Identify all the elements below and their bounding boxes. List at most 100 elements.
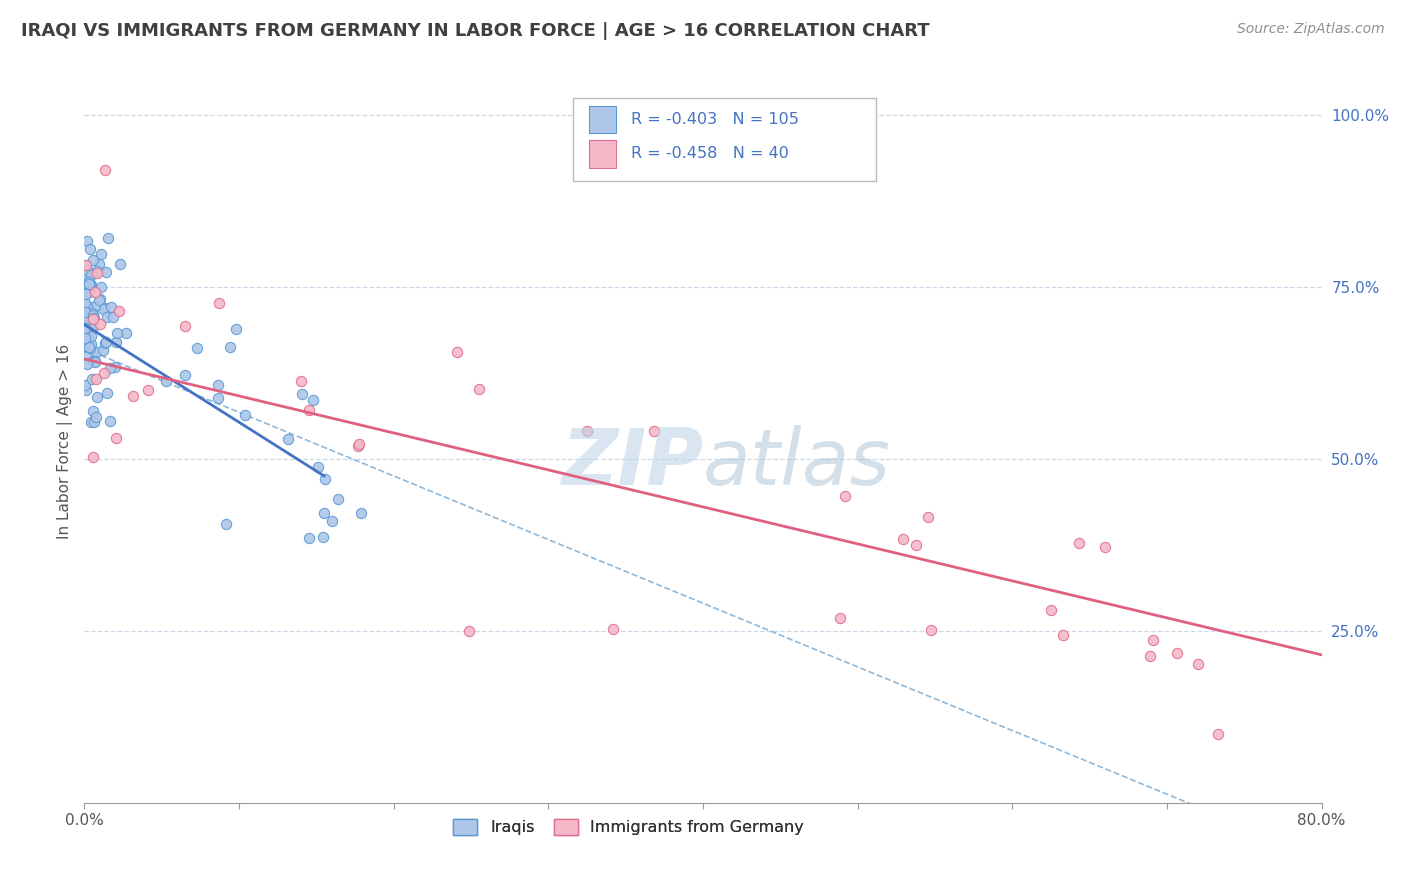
Point	[277, 432, 299, 446]
Point	[89, 317, 111, 331]
Point	[79, 275, 101, 289]
Point	[76, 262, 98, 277]
Point	[77, 331, 100, 345]
Point	[80, 415, 103, 429]
Point	[86, 390, 108, 404]
Point	[73, 314, 96, 328]
Y-axis label: In Labor Force | Age > 16: In Labor Force | Age > 16	[58, 344, 73, 539]
Point	[82, 450, 104, 464]
Point	[82, 372, 104, 386]
Point	[301, 392, 323, 407]
Point	[94, 335, 117, 350]
Point	[76, 347, 98, 361]
Text: Source: ZipAtlas.com: Source: ZipAtlas.com	[1237, 22, 1385, 37]
Point	[208, 296, 231, 310]
Point	[326, 491, 349, 506]
Point	[82, 311, 104, 326]
Point	[834, 489, 856, 503]
Point	[82, 308, 104, 322]
Point	[73, 320, 96, 334]
Point	[73, 304, 96, 318]
Point	[76, 285, 98, 300]
Point	[576, 424, 599, 438]
Point	[76, 357, 98, 371]
Point	[80, 306, 103, 320]
Point	[96, 310, 118, 324]
Point	[98, 414, 121, 428]
Point	[1142, 632, 1164, 647]
Point	[84, 344, 107, 359]
Point	[828, 610, 851, 624]
Point	[76, 281, 98, 295]
Text: IRAQI VS IMMIGRANTS FROM GERMANY IN LABOR FORCE | AGE > 16 CORRELATION CHART: IRAQI VS IMMIGRANTS FROM GERMANY IN LABO…	[21, 22, 929, 40]
Point	[73, 296, 96, 310]
Point	[225, 322, 247, 336]
Point	[98, 360, 121, 375]
Point	[104, 334, 127, 349]
Point	[76, 299, 98, 313]
Point	[89, 257, 111, 271]
Text: atlas: atlas	[703, 425, 891, 501]
Point	[79, 242, 101, 256]
Point	[93, 302, 115, 317]
Point	[73, 264, 96, 278]
Point	[84, 372, 107, 386]
Point	[75, 259, 97, 273]
Point	[1067, 536, 1090, 550]
Point	[298, 403, 321, 417]
Point	[82, 404, 104, 418]
Point	[602, 622, 624, 636]
Point	[307, 459, 329, 474]
Point	[94, 334, 117, 349]
Point	[104, 360, 127, 375]
Point	[1206, 727, 1229, 741]
Point	[891, 532, 914, 546]
Point	[79, 277, 101, 292]
Point	[136, 383, 159, 397]
Point	[108, 303, 131, 318]
Point	[80, 337, 103, 351]
Point	[75, 287, 97, 301]
Point	[75, 339, 97, 353]
Point	[79, 268, 101, 282]
Point	[93, 366, 115, 380]
Point	[86, 264, 108, 278]
Point	[80, 277, 103, 292]
Point	[82, 252, 104, 267]
Point	[80, 329, 103, 343]
Point	[290, 374, 312, 388]
Point	[75, 331, 97, 345]
Point	[79, 282, 101, 296]
Point	[233, 408, 256, 422]
Point	[89, 292, 111, 306]
Point	[97, 231, 120, 245]
Point	[90, 280, 112, 294]
Point	[1139, 648, 1161, 663]
Point	[105, 326, 128, 340]
Point	[80, 310, 103, 324]
Point	[75, 336, 97, 351]
Point	[75, 384, 97, 398]
Point	[350, 506, 373, 520]
Point	[321, 514, 343, 528]
Legend: Iraqis, Immigrants from Germany: Iraqis, Immigrants from Germany	[447, 813, 810, 842]
Point	[77, 334, 100, 348]
Point	[312, 506, 335, 520]
Point	[75, 267, 97, 281]
FancyBboxPatch shape	[589, 140, 616, 168]
Point	[83, 354, 105, 368]
Point	[76, 234, 98, 248]
Point	[103, 310, 125, 325]
Point	[84, 410, 107, 425]
Point	[82, 319, 104, 334]
Point	[73, 324, 96, 338]
Point	[905, 538, 928, 552]
Point	[84, 354, 107, 368]
Point	[104, 431, 127, 445]
Point	[1040, 603, 1063, 617]
Point	[83, 311, 105, 326]
Point	[920, 624, 942, 638]
FancyBboxPatch shape	[574, 98, 876, 181]
Point	[73, 378, 96, 392]
Point	[76, 319, 98, 334]
